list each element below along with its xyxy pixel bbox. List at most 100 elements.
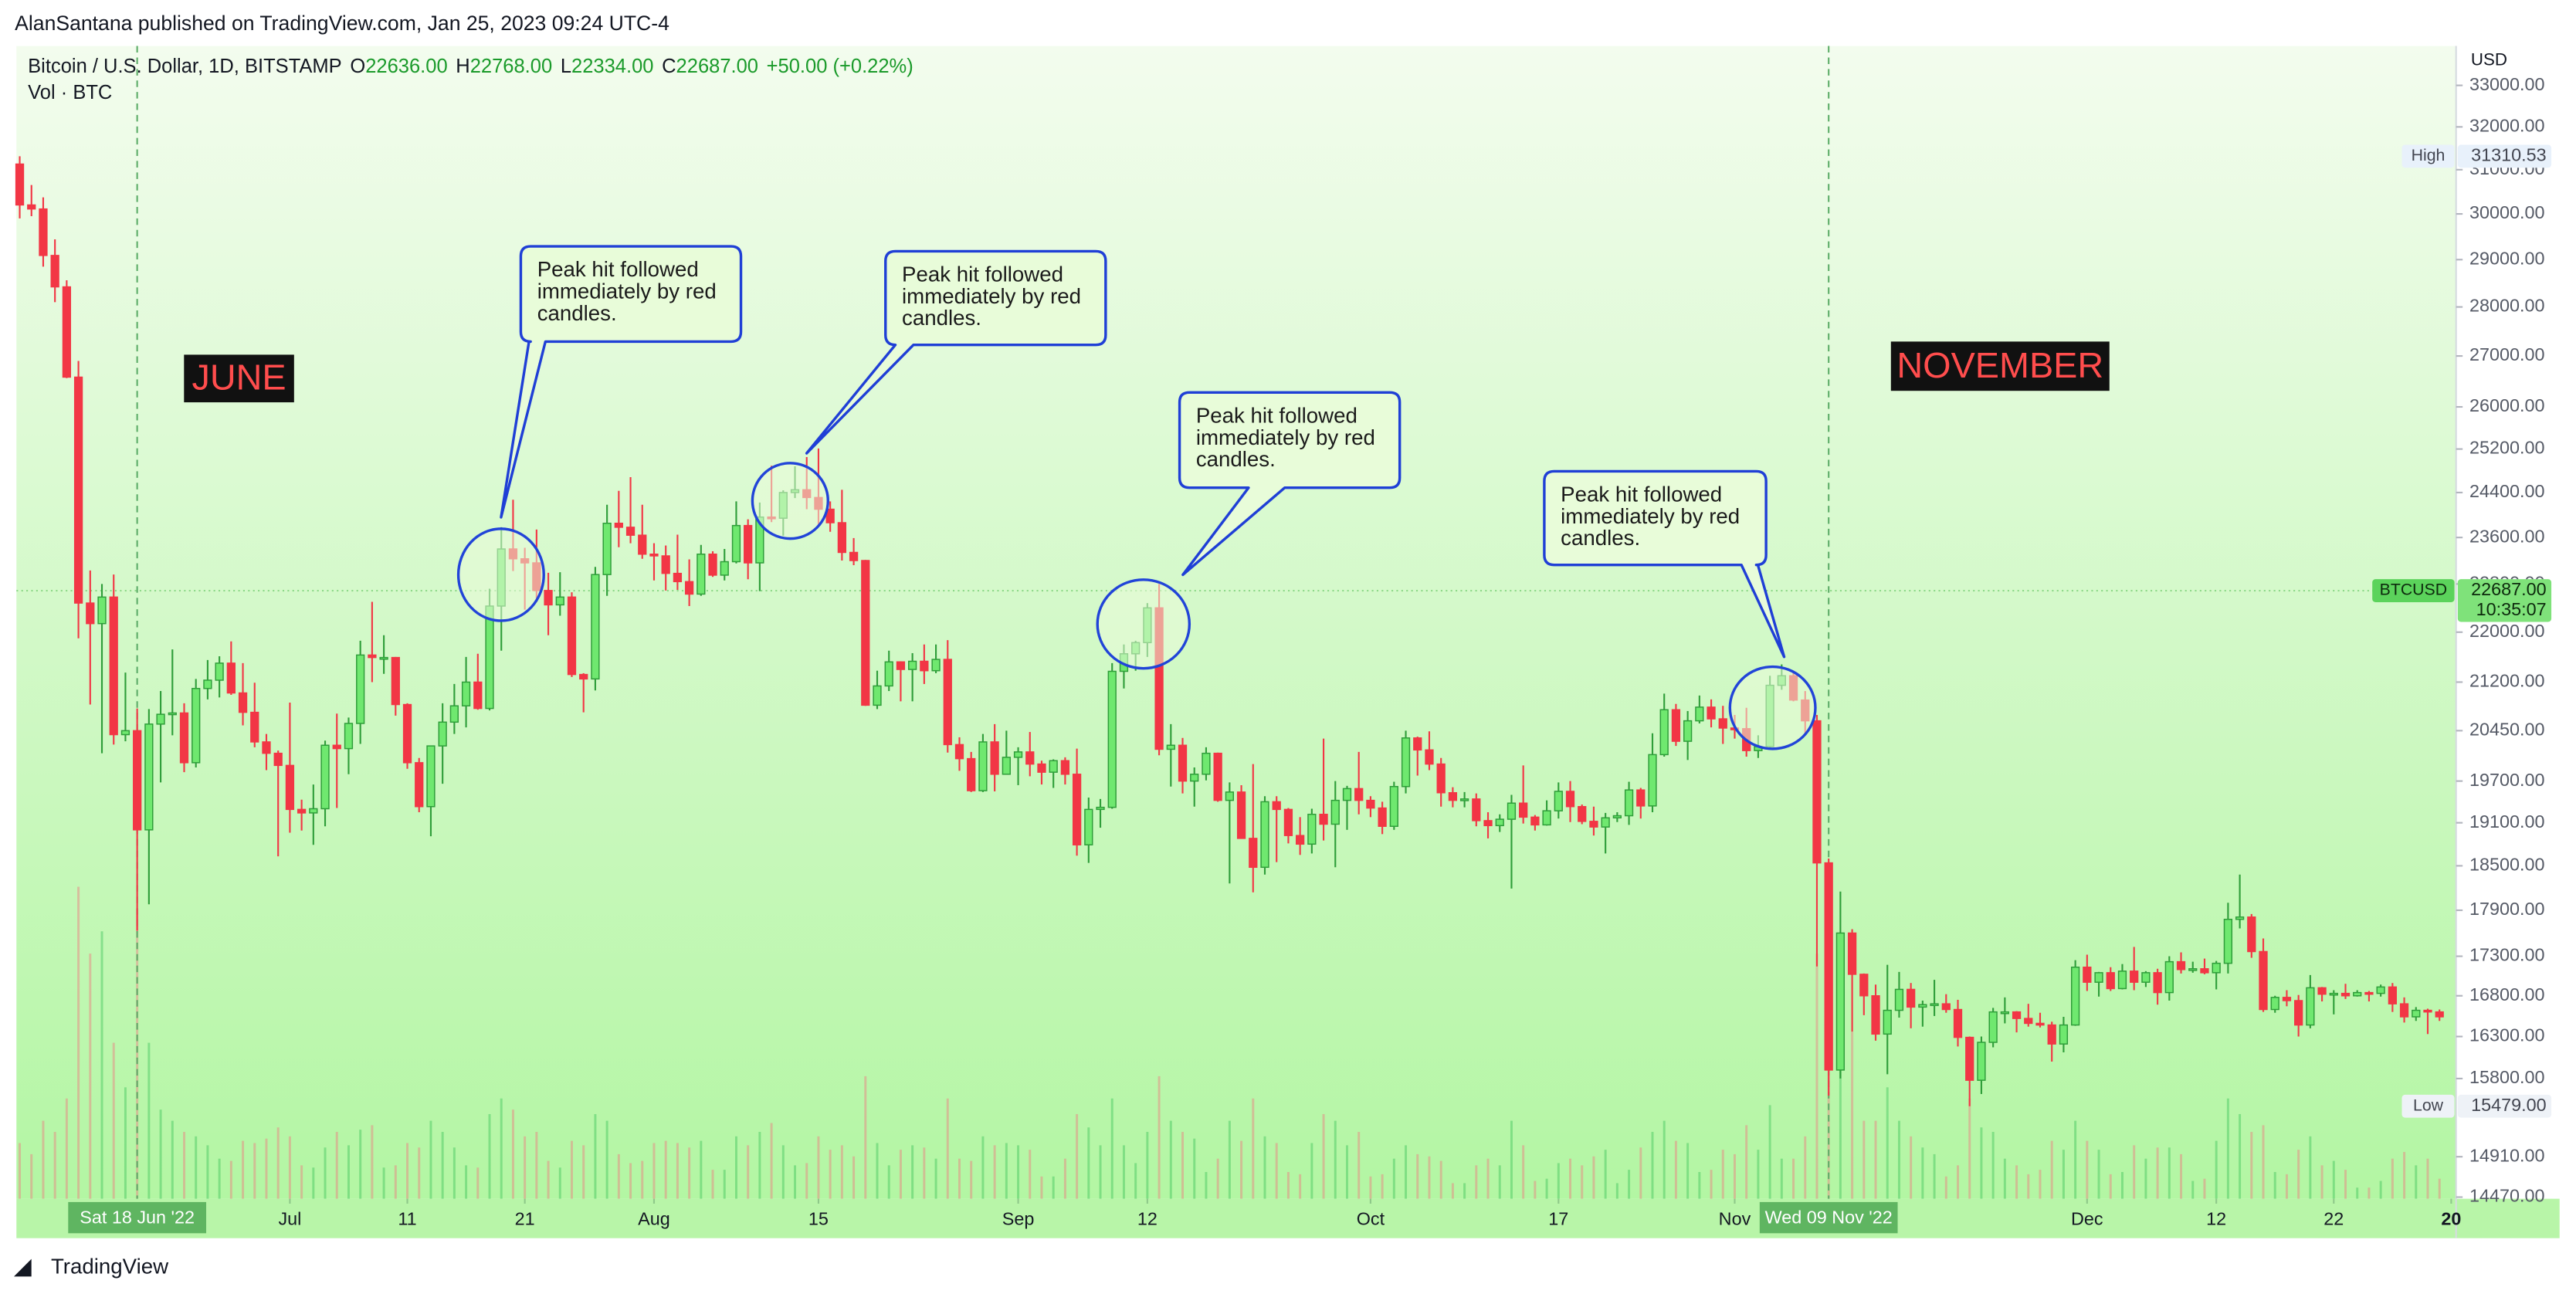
volume-bar (1381, 1174, 1384, 1199)
volume-bar (2168, 1147, 2171, 1199)
candle-body (1448, 792, 1458, 801)
volume-bar (1392, 1158, 1395, 1199)
candle-body (368, 654, 377, 659)
candle-body (1236, 791, 1246, 839)
candle-body (2340, 992, 2351, 997)
candle-body (226, 662, 236, 694)
price-tag-value: 31310.53 (2471, 145, 2547, 165)
candle-body (73, 376, 83, 604)
volume-bar (2403, 1152, 2406, 1199)
candle-body (1941, 1003, 1951, 1011)
volume-bar (124, 1087, 127, 1199)
candle-body (2117, 970, 2127, 990)
volume-bar (1980, 1127, 1983, 1199)
highlight-ellipse (456, 527, 545, 622)
candle-body (697, 554, 706, 595)
candle-body (1366, 799, 1375, 809)
y-tick-label: 18500.00 (2469, 855, 2545, 875)
candle-body (638, 534, 647, 555)
volume-bar (19, 1143, 22, 1199)
volume-bar (1134, 1163, 1137, 1199)
x-tick-label: Jul (278, 1208, 301, 1228)
highlight-ellipse (751, 462, 829, 540)
candle-body (649, 554, 659, 557)
candle-body (1107, 670, 1117, 808)
candle-body (1202, 752, 1211, 775)
candle-body (2106, 972, 2115, 990)
y-tick-label: 27000.00 (2469, 344, 2545, 364)
legend-text: 22768.00 (470, 56, 552, 77)
volume-bar (1005, 1143, 1008, 1199)
candle-body (1283, 808, 1293, 836)
volume-bar (981, 1136, 985, 1199)
legend-text: H (456, 56, 469, 77)
candle-body (1612, 815, 1622, 819)
candle-body (415, 762, 424, 808)
candle-body (708, 554, 717, 576)
candle-body (825, 508, 835, 523)
volume-bar (1815, 954, 1818, 1199)
candle-body (591, 574, 600, 680)
volume-bar (688, 1147, 691, 1199)
candle-body (2435, 1011, 2444, 1018)
volume-bar (1615, 1183, 1618, 1199)
candle-body (1554, 791, 1563, 811)
candle-body (1072, 774, 1082, 845)
price-tag-value-bg (2457, 144, 2552, 168)
text-layer: USD33000.0032000.0031000.0030000.0029000… (13, 12, 2552, 1278)
volume-bar (1921, 1147, 1924, 1199)
volume-bar (1017, 1145, 1020, 1199)
candle-body (15, 163, 25, 206)
volume-bar (2015, 1165, 2018, 1199)
x-tick-label: 12 (2206, 1208, 2226, 1228)
candle-body (1883, 1009, 1892, 1035)
candle-body (1342, 788, 1352, 801)
candle-body (1894, 988, 1904, 1011)
candle-body (1166, 744, 1175, 750)
volume-bar (465, 1165, 468, 1199)
volume-bar (547, 1160, 550, 1199)
candle-body (1354, 788, 1364, 801)
price-tag-value: 15479.00 (2471, 1095, 2547, 1115)
candle-body (908, 660, 917, 670)
legend-text: C (662, 56, 676, 77)
volume-bar (394, 1165, 397, 1199)
volume-bar (617, 1153, 620, 1199)
volume-bar (511, 1109, 514, 1199)
volume-bar (911, 1145, 914, 1199)
volume-bar (1405, 1145, 1408, 1199)
volume-bar (524, 1136, 527, 1199)
legend-text: O (350, 56, 365, 77)
last-price-countdown: 10:35:07 (2476, 599, 2547, 619)
volume-bar (1228, 1120, 1231, 1199)
callout-text: immediately by red (1196, 425, 1375, 449)
candle-body (192, 687, 201, 764)
volume-bar (242, 1140, 245, 1199)
crosshair-label-bg (68, 1201, 207, 1234)
volume-bar (641, 1160, 644, 1199)
x-tick-label: Dec (2071, 1208, 2103, 1228)
volume-bar (1780, 1158, 1783, 1199)
volume-bar (2039, 1170, 2042, 1199)
crosshair-label-bg (1759, 1201, 1898, 1234)
last-price-value: 22687.00 (2471, 579, 2547, 599)
volume-bar (605, 1120, 608, 1199)
volume-bar (2215, 1140, 2218, 1199)
volume-bar (817, 1136, 820, 1199)
volume-bar (1286, 1172, 1290, 1199)
candle-body (438, 721, 447, 747)
candle-body (2247, 916, 2256, 953)
candle-body (273, 752, 283, 767)
volume-bar (711, 1170, 714, 1199)
volume-bar (1557, 1163, 1560, 1199)
y-tick-label: 21200.00 (2469, 671, 2545, 691)
candle-body (449, 705, 459, 723)
y-tick-label: 28000.00 (2469, 296, 2545, 316)
candle-body (426, 745, 436, 808)
last-price-bg (2457, 579, 2552, 622)
candle-body (2188, 968, 2198, 971)
volume-bar (1169, 1120, 1172, 1199)
volume-bar (747, 1145, 750, 1199)
crosshair-label: Sat 18 Jun '22 (80, 1207, 195, 1227)
